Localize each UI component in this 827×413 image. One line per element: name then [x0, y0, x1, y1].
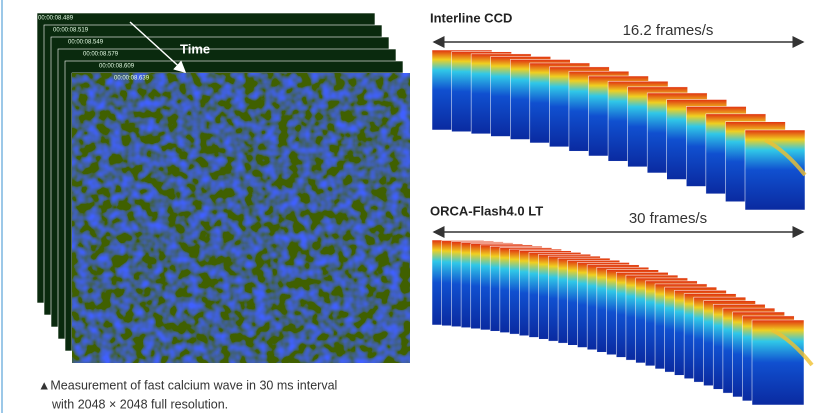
caption: ▲Measurement of fast calcium wave in 30 … — [38, 378, 337, 392]
timestamp: 00:00:08.519 — [53, 28, 89, 34]
rate-label: 30 frames/s — [629, 210, 707, 227]
caption: with 2048 × 2048 full resolution. — [51, 397, 228, 411]
rate-label: 16.2 frames/s — [623, 22, 714, 39]
frame-stack — [431, 239, 814, 406]
wave-tail — [764, 138, 807, 177]
timestamp: 00:00:08.579 — [83, 52, 119, 58]
image-stack — [36, 12, 411, 364]
frame-stack — [431, 49, 807, 211]
panel-title: ORCA-Flash4.0 LT — [430, 203, 543, 218]
time-label: Time — [180, 41, 210, 56]
timestamp: 00:00:08.549 — [68, 40, 104, 46]
wave-tail — [771, 328, 814, 367]
time-arrow — [129, 21, 187, 74]
cell-image — [72, 73, 410, 363]
timestamps: 00:00:08.489 00:00:08.519 00:00:08.549 0… — [38, 16, 150, 82]
timestamp: 00:00:08.489 — [38, 16, 74, 22]
frame — [744, 129, 806, 211]
timestamp: 00:00:08.639 — [114, 76, 150, 82]
panel-title: Interline CCD — [430, 10, 512, 25]
timestamp: 00:00:08.609 — [99, 64, 135, 70]
